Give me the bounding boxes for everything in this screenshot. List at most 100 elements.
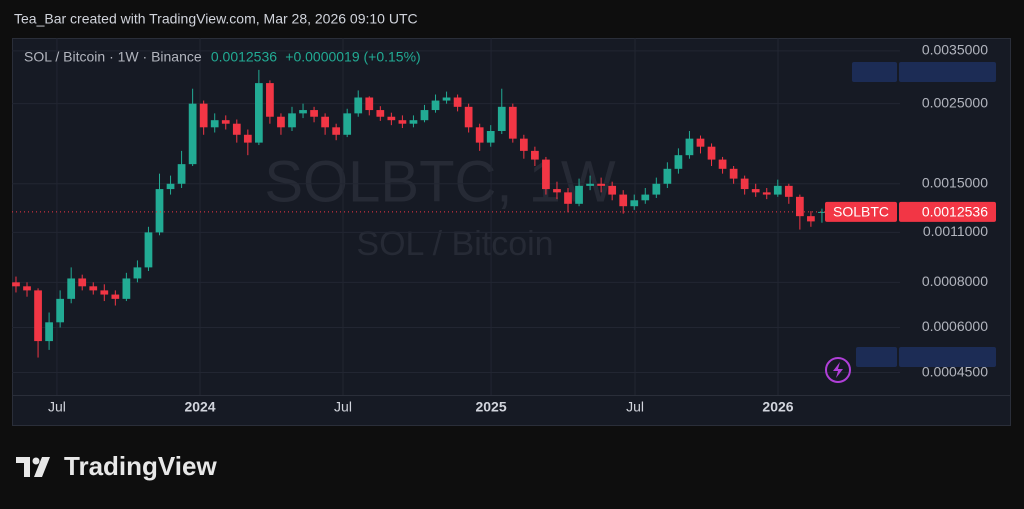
candle-body bbox=[674, 155, 683, 169]
candle-body bbox=[89, 286, 98, 291]
candle-body bbox=[67, 278, 76, 299]
candle-body bbox=[497, 106, 506, 131]
x-tick-label: 2026 bbox=[762, 399, 793, 415]
icon-ring bbox=[825, 357, 851, 383]
candle-body bbox=[773, 185, 782, 195]
x-tick-label: Jul bbox=[48, 399, 66, 415]
candle-body bbox=[608, 185, 617, 195]
candle-body bbox=[707, 146, 716, 160]
y-tick-label: 0.0006000 bbox=[922, 318, 988, 334]
candle-body bbox=[166, 183, 175, 190]
brand-logo: TradingView bbox=[16, 451, 217, 481]
candle-body bbox=[354, 97, 363, 114]
candle-body bbox=[519, 138, 528, 151]
candle-body bbox=[376, 110, 385, 117]
candle-body bbox=[155, 189, 164, 233]
candle-body bbox=[696, 138, 705, 147]
icon-bolt bbox=[833, 362, 843, 378]
candle-body bbox=[34, 290, 42, 342]
candle-body bbox=[243, 134, 252, 143]
candle-body bbox=[818, 211, 826, 213]
candle-body bbox=[56, 298, 65, 323]
header-change: +0.0000019 (+0.15%) bbox=[285, 49, 420, 65]
y-tick-label: 0.0015000 bbox=[922, 174, 988, 190]
labels: 0.0004500 0.0006000 0.0008000 0.0011000 0.00… bbox=[12, 42, 996, 415]
candle-body bbox=[365, 97, 374, 111]
candle-body bbox=[486, 130, 495, 143]
candle-body bbox=[144, 232, 153, 268]
watermark-subtitle: SOL / Bitcoin bbox=[356, 225, 553, 263]
candle-body bbox=[663, 168, 672, 184]
logo-dot bbox=[32, 457, 40, 465]
candle-body bbox=[475, 127, 484, 143]
logo-slash bbox=[34, 457, 50, 477]
last-price-tag-box bbox=[825, 201, 897, 222]
logo-mark bbox=[16, 457, 30, 477]
x-tick-label: 2024 bbox=[184, 399, 215, 415]
symbol: SOL / Bitcoin · 1W · Binance bbox=[24, 49, 202, 65]
candle-body bbox=[795, 196, 804, 217]
candle-body bbox=[232, 123, 241, 135]
candle-body bbox=[553, 189, 561, 193]
candle-body bbox=[122, 278, 131, 299]
candle-body bbox=[221, 120, 230, 124]
candle-body bbox=[718, 159, 727, 169]
candle-body bbox=[199, 103, 208, 128]
candle-body bbox=[255, 83, 263, 143]
candle-body bbox=[133, 267, 142, 279]
candle-body bbox=[266, 83, 274, 117]
last-price-value: 0.0012536 bbox=[922, 204, 988, 220]
candle-body bbox=[343, 113, 352, 135]
high-tag-box bbox=[852, 62, 897, 82]
candle-body bbox=[111, 294, 120, 299]
candle-body bbox=[299, 110, 307, 114]
candle-body bbox=[100, 290, 109, 295]
candle-body bbox=[597, 183, 605, 186]
candle-body bbox=[685, 138, 694, 156]
candle-body bbox=[442, 97, 451, 101]
y-tick-label: 0.0035000 bbox=[922, 42, 988, 58]
candle-body bbox=[751, 189, 760, 193]
candle-body bbox=[508, 106, 517, 139]
candles bbox=[12, 69, 826, 358]
brand: TradingView bbox=[64, 451, 217, 481]
candle-body bbox=[398, 120, 407, 124]
x-tick-label: Jul bbox=[334, 399, 352, 415]
last-price-value-box bbox=[899, 201, 996, 222]
candle-body bbox=[453, 97, 462, 107]
high-value-box bbox=[899, 62, 996, 82]
x-tick-label: Jul bbox=[626, 399, 644, 415]
candle-body bbox=[431, 100, 440, 111]
last-price-tag: SOLBTC bbox=[833, 204, 889, 220]
candle-body bbox=[277, 116, 285, 128]
candle-body bbox=[310, 110, 318, 117]
candle-body bbox=[531, 150, 539, 160]
candle-body bbox=[409, 120, 418, 124]
candle-body bbox=[78, 278, 87, 287]
candle-body bbox=[332, 127, 341, 135]
credit: Tea_Bar created with TradingView.com, Ma… bbox=[14, 11, 418, 27]
candle-body bbox=[630, 200, 639, 207]
lightning-icon[interactable] bbox=[825, 357, 851, 383]
watermark: SOLBTC, 1W bbox=[264, 149, 616, 214]
candle-body bbox=[586, 183, 594, 186]
candle-body bbox=[288, 113, 296, 128]
candle-body bbox=[619, 194, 628, 207]
x-tick-label: 2025 bbox=[475, 399, 506, 415]
header-price: 0.0012536 bbox=[211, 49, 277, 65]
candle-body bbox=[652, 183, 661, 195]
y-tick-label: 0.0004500 bbox=[922, 363, 988, 379]
candle-body bbox=[740, 178, 749, 190]
candle-body bbox=[784, 185, 793, 197]
candle-body bbox=[420, 110, 429, 121]
y-tick-label: 0.0011000 bbox=[923, 223, 988, 239]
candle-body bbox=[762, 192, 771, 195]
candle-body bbox=[23, 286, 31, 291]
candle-body bbox=[45, 322, 53, 342]
candle-body bbox=[387, 116, 396, 121]
candle-body bbox=[575, 185, 583, 204]
candle-body bbox=[177, 164, 186, 184]
candle-body bbox=[542, 159, 550, 190]
